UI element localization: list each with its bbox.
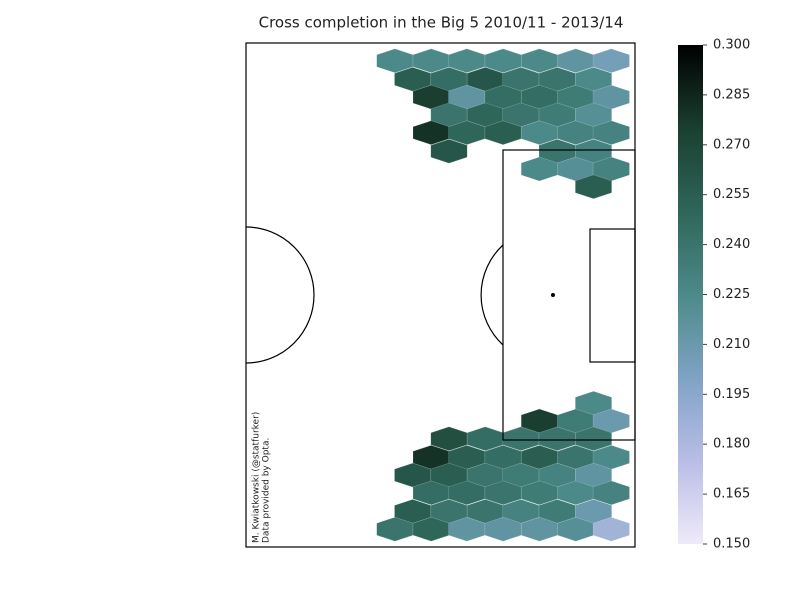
chart-title: Cross completion in the Big 5 2010/11 - …: [259, 14, 624, 32]
penalty-box: [502, 149, 636, 441]
colorbar-tick-label: 0.195: [713, 387, 750, 402]
hex-cell: [592, 48, 630, 74]
center-circle: [245, 226, 315, 364]
colorbar-tick-label: 0.210: [713, 337, 750, 352]
colorbar-tick-label: 0.300: [713, 38, 750, 53]
hex-cell: [574, 174, 613, 200]
colorbar-tick-label: 0.240: [713, 237, 750, 252]
hex-cell: [574, 426, 613, 452]
hex-cell: [592, 480, 630, 506]
six-yard-box: [589, 228, 636, 363]
annotation: M. Kwiatkowski (@statfurker): [252, 412, 262, 543]
hex-layer: [376, 48, 630, 542]
hex-cell: [592, 120, 630, 146]
pitch: [245, 42, 636, 548]
colorbar-ticks: 0.150 0.165 0.180 0.195 0.210 0.225 0.240 0.255…: [703, 38, 750, 552]
colorbar-tick-label: 0.165: [713, 487, 750, 502]
colorbar-tick-label: 0.255: [713, 187, 750, 202]
colorbar-tick-label: 0.150: [713, 537, 750, 552]
colorbar-tick-label: 0.225: [713, 287, 750, 302]
penalty-arc: [480, 244, 504, 346]
colorbar-tick-label: 0.180: [713, 437, 750, 452]
annotation: Data provided by Opta.: [262, 438, 272, 543]
hex-cell: [430, 138, 468, 164]
penalty-spot: [551, 293, 555, 297]
hex-cell: [592, 516, 630, 542]
colorbar-tick-label: 0.270: [713, 137, 750, 152]
colorbar-tick-label: 0.285: [713, 87, 750, 102]
colorbar: [678, 45, 703, 544]
